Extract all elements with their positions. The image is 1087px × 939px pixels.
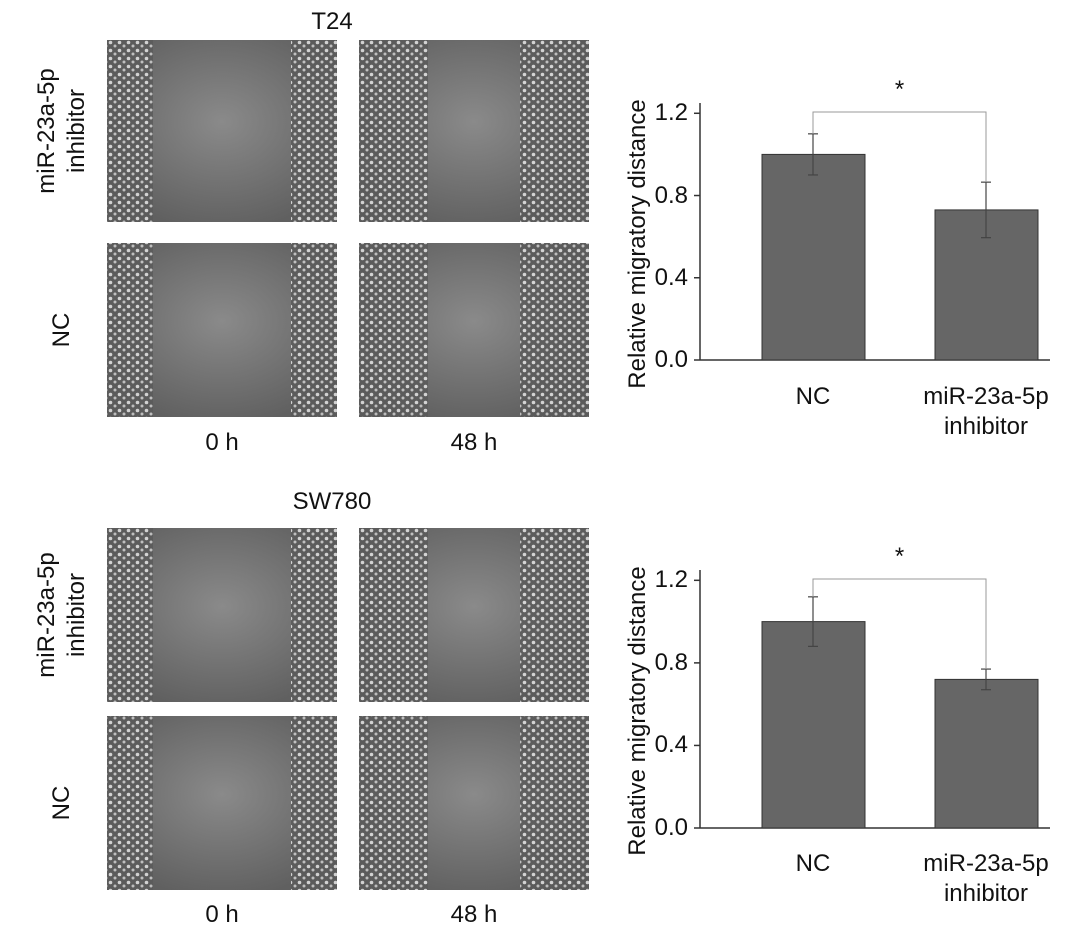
cell-region [107, 528, 153, 702]
column-label: 48 h [450, 429, 498, 456]
annotation: * [894, 543, 905, 570]
y-axis-label: Relative migratory distance [624, 566, 651, 856]
y-tick-label: 0.4 [654, 263, 688, 291]
cell-region [291, 243, 337, 417]
cell-region [107, 40, 153, 222]
y-tick-label: 0.0 [654, 346, 688, 373]
row-label: miR-23a-5p inhibitor [33, 68, 90, 194]
y-axis-label: Relative migratory distance [624, 98, 651, 389]
row-label: NC [48, 785, 75, 821]
cell-region [359, 528, 428, 702]
cell-region [359, 716, 428, 890]
bar [761, 153, 866, 361]
cell-region [520, 528, 589, 702]
column-label: 48 h [450, 901, 498, 928]
y-tick-label: 0.8 [654, 648, 688, 676]
bar [761, 621, 866, 829]
y-tick-label: 0.8 [654, 181, 688, 209]
significance-bracket [812, 111, 987, 183]
y-tick-label: 0.4 [654, 731, 688, 759]
x-tick-label: miR-23a-5p inhibitor [923, 850, 1049, 907]
panel-title: SW780 [292, 488, 372, 515]
x-tick-label: miR-23a-5p inhibitor [923, 383, 1049, 440]
annotation: * [894, 76, 905, 103]
cell-region [291, 40, 337, 222]
cell-region [107, 243, 153, 417]
y-tick-label: 0.0 [654, 814, 688, 841]
cell-region [520, 243, 589, 417]
x-tick-label: NC [795, 850, 831, 877]
cell-region [291, 716, 337, 890]
cell-region [107, 716, 153, 890]
row-label: miR-23a-5p inhibitor [33, 552, 90, 678]
cell-region [520, 40, 589, 222]
column-label: 0 h [205, 901, 239, 928]
bar [934, 678, 1039, 829]
significance-bracket [812, 578, 987, 670]
y-tick-label: 1.2 [654, 566, 688, 594]
column-label: 0 h [205, 429, 239, 456]
panel-title: T24 [311, 8, 353, 35]
cell-region [291, 528, 337, 702]
y-tick-label: 1.2 [654, 99, 688, 127]
cell-region [359, 243, 428, 417]
cell-region [520, 716, 589, 890]
cell-region [359, 40, 428, 222]
x-tick-label: NC [795, 383, 831, 410]
row-label: NC [48, 312, 75, 348]
